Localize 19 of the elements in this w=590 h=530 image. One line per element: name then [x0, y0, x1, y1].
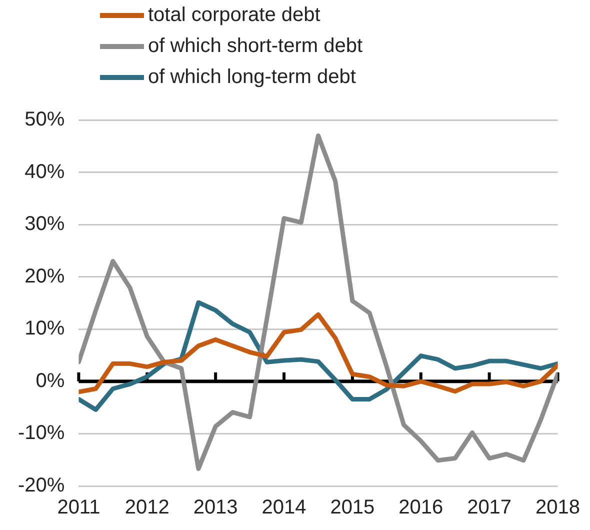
y-tick-label: -20% [18, 474, 65, 497]
y-tick-label: 20% [24, 265, 65, 288]
y-tick-label: 30% [24, 213, 65, 236]
legend-label: of which short-term debt [148, 35, 363, 58]
y-tick-label: 0% [36, 370, 65, 392]
x-tick-label: 2018 [536, 496, 580, 519]
y-tick-label: -10% [18, 422, 65, 444]
y-tick-label: 50% [24, 108, 65, 131]
x-tick-label: 2015 [330, 496, 375, 519]
x-tick-label: 2016 [398, 496, 444, 519]
legend-label: total corporate debt [148, 4, 320, 27]
x-tick-label: 2012 [124, 496, 170, 519]
y-tick-label: 40% [24, 160, 65, 183]
x-tick-label: 2013 [193, 496, 238, 519]
legend-label: of which long-term debt [148, 66, 356, 89]
x-tick-label: 2014 [262, 496, 306, 519]
x-tick-label: 2017 [467, 496, 512, 519]
y-tick-label: 10% [24, 318, 65, 340]
x-tick-label: 2011 [57, 496, 100, 519]
